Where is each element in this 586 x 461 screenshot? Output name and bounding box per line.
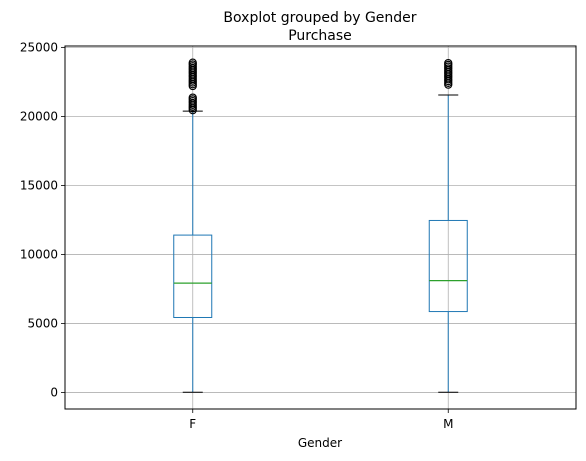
plot-frame (64, 45, 577, 410)
y-tick-label: 25000 (20, 40, 58, 54)
y-tick-label: 15000 (20, 178, 58, 192)
x-tick-label: F (189, 417, 196, 431)
chart-subtitle: Purchase (288, 28, 352, 44)
box-iqr (173, 234, 213, 318)
box-group-M (428, 58, 468, 393)
box-iqr (428, 219, 468, 313)
outlier-point (444, 58, 453, 68)
outlier-point (188, 58, 197, 67)
chart-title: Boxplot grouped by Gender (223, 10, 416, 26)
y-tick-label: 20000 (20, 109, 58, 123)
x-axis-label: Gender (298, 436, 342, 450)
boxes (173, 58, 468, 393)
axis-ticks: 0 5000 10000 15000 20000 25000 F M (20, 40, 454, 431)
grid-lines (65, 46, 576, 409)
x-tick-label: M (443, 417, 453, 431)
y-tick-label: 10000 (20, 247, 58, 261)
y-tick-label: 0 (50, 385, 58, 399)
y-tick-label: 5000 (27, 316, 58, 330)
box-group-F (173, 58, 213, 393)
outlier-point (188, 93, 197, 102)
